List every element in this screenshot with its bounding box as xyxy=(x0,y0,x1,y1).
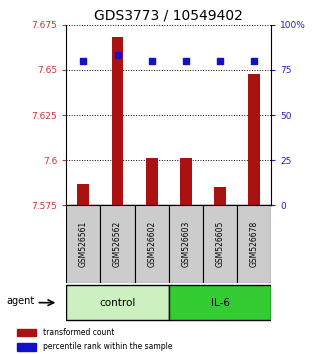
Text: GSM526605: GSM526605 xyxy=(215,221,225,268)
Text: agent: agent xyxy=(7,296,35,306)
Bar xyxy=(203,205,237,283)
Text: GSM526561: GSM526561 xyxy=(79,221,88,267)
Point xyxy=(81,58,86,64)
Text: IL-6: IL-6 xyxy=(211,298,230,308)
Point xyxy=(217,58,223,64)
Text: transformed count: transformed count xyxy=(43,328,115,337)
Bar xyxy=(66,205,100,283)
Bar xyxy=(66,285,169,320)
Text: GSM526562: GSM526562 xyxy=(113,221,122,267)
Text: GSM526603: GSM526603 xyxy=(181,221,190,268)
Bar xyxy=(169,205,203,283)
Text: control: control xyxy=(99,298,136,308)
Bar xyxy=(77,184,89,205)
Title: GDS3773 / 10549402: GDS3773 / 10549402 xyxy=(94,8,243,22)
Bar xyxy=(180,158,192,205)
Bar xyxy=(112,38,123,205)
Text: GSM526678: GSM526678 xyxy=(250,221,259,267)
Text: percentile rank within the sample: percentile rank within the sample xyxy=(43,342,172,352)
Bar xyxy=(17,329,36,336)
Bar xyxy=(135,205,169,283)
Bar xyxy=(237,205,271,283)
Bar xyxy=(248,74,260,205)
Text: GSM526602: GSM526602 xyxy=(147,221,156,267)
Bar xyxy=(214,187,226,205)
Point xyxy=(252,58,257,64)
Bar xyxy=(169,285,271,320)
Point xyxy=(183,58,189,64)
Bar xyxy=(17,343,36,351)
Point xyxy=(115,53,120,58)
Point xyxy=(149,58,154,64)
Bar xyxy=(100,205,135,283)
Bar xyxy=(146,158,158,205)
